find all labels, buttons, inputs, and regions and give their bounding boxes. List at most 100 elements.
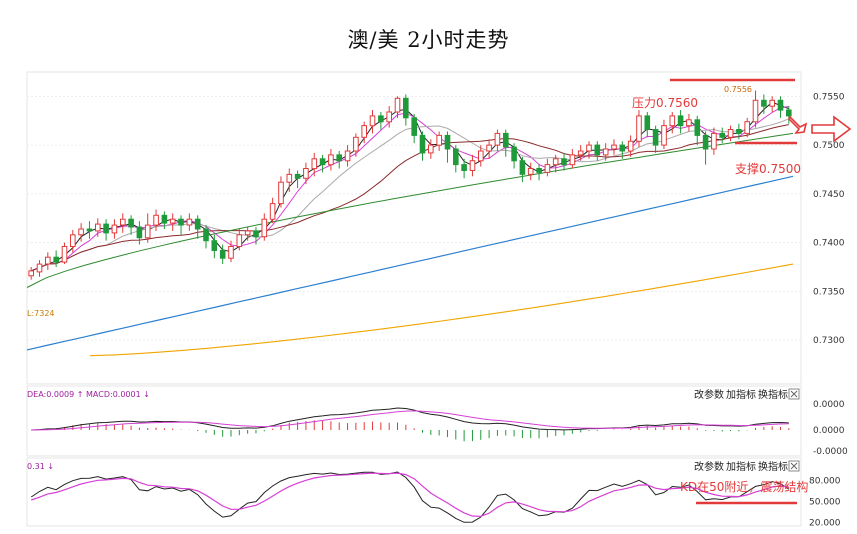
- candle-body: [261, 218, 268, 238]
- y-tick-label: 0.7300: [813, 336, 845, 346]
- candle-body: [736, 129, 742, 134]
- candle-body: [494, 132, 501, 146]
- candle-body: [328, 154, 334, 166]
- candle-body: [178, 218, 184, 226]
- candle-body: [461, 164, 467, 172]
- y-tick-label: 0.7400: [813, 239, 845, 249]
- toolbar-button[interactable]: 加指标: [726, 460, 756, 473]
- candle-body: [727, 129, 734, 138]
- candle-body: [403, 97, 409, 119]
- candle-body: [777, 99, 784, 111]
- candle-body: [120, 218, 126, 226]
- right-arrow-icon: [811, 115, 852, 143]
- candle-body: [786, 109, 792, 117]
- candle-body: [478, 150, 484, 162]
- toolbar-button[interactable]: 改参数: [694, 388, 724, 401]
- main-y-axis: 0.7550 0.7500 0.7450 0.7400 0.7350 0.7300: [813, 92, 845, 346]
- candle-body: [45, 256, 51, 265]
- kdj-panel-frame: [26, 457, 802, 527]
- candle-body: [161, 214, 168, 224]
- candle-body: [78, 228, 84, 236]
- candle-body: [144, 224, 151, 239]
- candle-body: [561, 158, 567, 166]
- candle-body: [428, 144, 434, 154]
- y-tick-label: 0.0000: [813, 400, 845, 410]
- toolbar-button[interactable]: 换指标: [758, 388, 788, 401]
- toolbar-button[interactable]: 换指标: [758, 460, 788, 473]
- candle-body: [419, 134, 426, 154]
- candle-body: [594, 144, 601, 156]
- candles: [28, 90, 792, 280]
- candle-body: [536, 168, 542, 173]
- down-arrow-icon: [788, 115, 808, 135]
- candle-body: [636, 115, 642, 142]
- kdj-lines: [30, 471, 790, 523]
- y-tick-label: -0.0000: [813, 447, 848, 457]
- macd-y-axis: 0.0000 0.0000 -0.0000: [813, 400, 848, 457]
- candle-body: [602, 148, 609, 156]
- candle-body: [386, 111, 392, 123]
- ma-60-line: [26, 132, 794, 288]
- support-label: 支撑0.7500: [735, 161, 801, 176]
- candle-body: [344, 150, 351, 162]
- candle-body: [61, 246, 68, 263]
- candle-body: [511, 146, 517, 162]
- macd-toolbar: 改参数 加指标 换指标: [694, 388, 800, 401]
- candle-body: [752, 99, 759, 123]
- candle-body: [661, 125, 667, 146]
- candle-body: [194, 218, 201, 230]
- candle-body: [719, 132, 726, 138]
- candle-body: [744, 121, 751, 134]
- macd-header: DEA:0.0009 ↑ MACD:0.0001 ↓: [27, 390, 150, 399]
- candle-body: [186, 218, 193, 226]
- candle-body: [303, 168, 309, 179]
- y-tick-label: 0.7350: [813, 287, 845, 297]
- kdj-y-axis: 80.000 50.000 20.000: [809, 477, 841, 529]
- candle-body: [378, 115, 384, 123]
- candle-body: [353, 136, 359, 152]
- candle-body: [486, 144, 492, 152]
- candle-body: [253, 230, 259, 238]
- candle-body: [569, 154, 576, 166]
- candle-body: [394, 97, 401, 113]
- candle-body: [236, 234, 243, 248]
- candle-body: [228, 246, 234, 259]
- pressure-label: 压力0.7560: [632, 96, 698, 110]
- y-tick-label: 80.000: [809, 477, 841, 487]
- close-icon-cross: [790, 462, 798, 470]
- candle-body: [311, 158, 318, 170]
- candle-body: [677, 115, 684, 127]
- candle-body: [36, 263, 43, 273]
- high-label: 0.7556: [724, 85, 752, 94]
- toolbar-button[interactable]: 加指标: [726, 388, 756, 401]
- candle-body: [95, 223, 101, 232]
- candle-body: [211, 240, 218, 251]
- y-tick-label: 0.7550: [813, 92, 845, 102]
- candle-body: [86, 228, 93, 232]
- candle-body: [361, 125, 367, 138]
- y-tick-label: 0.0000: [813, 426, 845, 436]
- candle-body: [694, 119, 701, 136]
- toolbar-button[interactable]: 改参数: [694, 460, 724, 473]
- candle-body: [53, 256, 60, 263]
- candle-body: [269, 203, 276, 220]
- candle-body: [503, 132, 509, 148]
- candle-body: [436, 134, 442, 146]
- candle-body: [219, 249, 226, 259]
- main-grid: [27, 95, 801, 341]
- kdj-header: 0.31 ↓: [27, 462, 54, 471]
- candle-body: [761, 99, 767, 107]
- candle-body: [544, 164, 551, 173]
- candle-body: [527, 168, 534, 175]
- candle-body: [28, 270, 34, 277]
- candle-body: [769, 99, 776, 107]
- candle-body: [136, 226, 143, 239]
- candle-body: [552, 158, 559, 166]
- candle-body: [619, 144, 626, 152]
- d-line: [31, 472, 789, 517]
- candle-body: [669, 115, 676, 127]
- kdj-toolbar: 改参数 加指标 换指标: [694, 460, 800, 473]
- candle-body: [319, 158, 326, 166]
- ma-120-line: [26, 175, 794, 351]
